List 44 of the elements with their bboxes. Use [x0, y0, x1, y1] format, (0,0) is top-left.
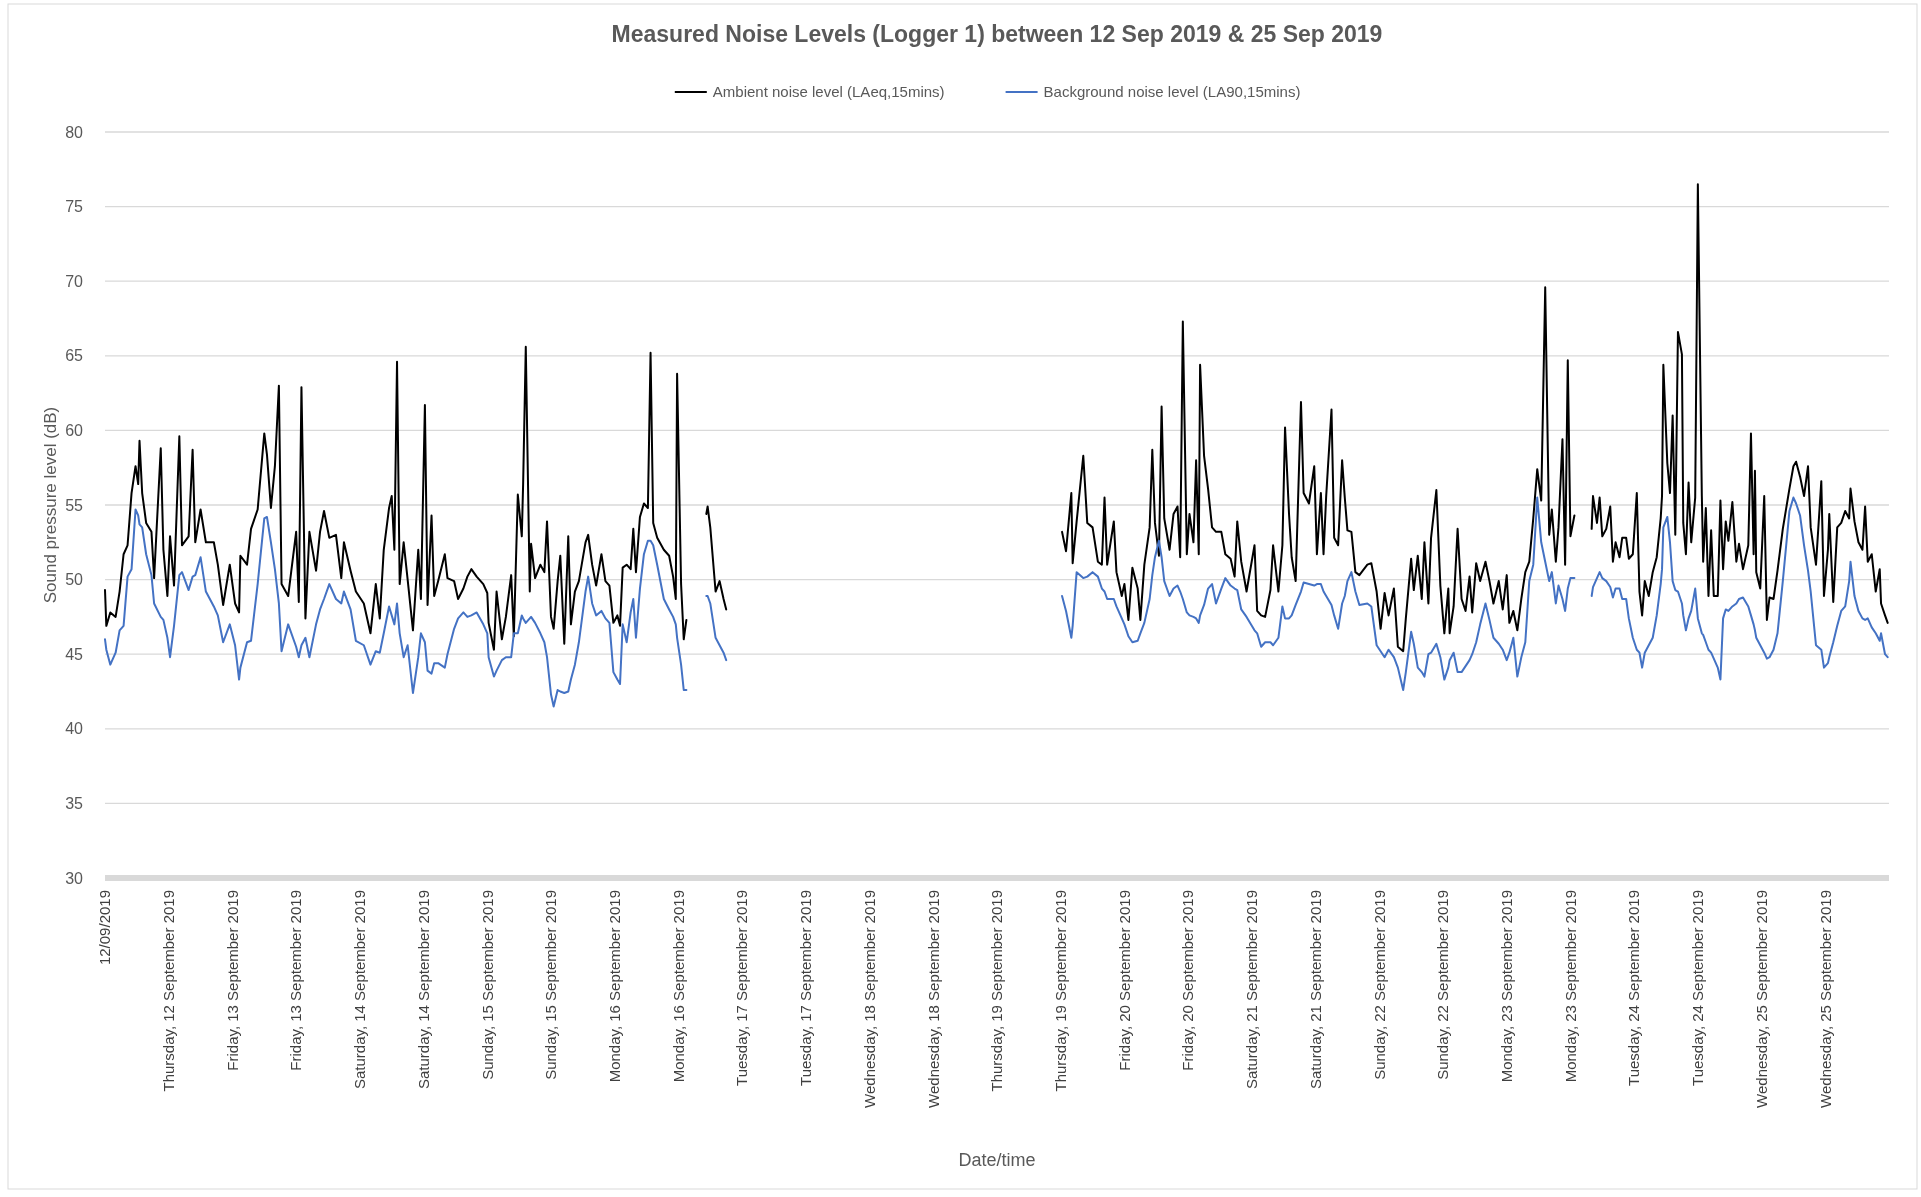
x-tick-label: 12/09/2019: [96, 890, 114, 966]
x-tick-label: Friday, 13 September 2019: [223, 890, 241, 1071]
x-tick-label: Monday, 16 September 2019: [669, 890, 687, 1083]
x-tick-label: Thursday, 19 September 2019: [1051, 890, 1069, 1092]
x-tick-label: Friday, 20 September 2019: [1179, 890, 1197, 1071]
y-tick-label: 70: [65, 272, 84, 290]
x-tick-label: Monday, 23 September 2019: [1497, 890, 1515, 1083]
y-tick-label: 30: [65, 869, 84, 887]
x-tick-label: Tuesday, 17 September 2019: [797, 890, 815, 1086]
x-tick-label: Monday, 23 September 2019: [1561, 890, 1579, 1083]
x-tick-label: Wednesday, 18 September 2019: [924, 890, 942, 1108]
x-tick-label: Saturday, 21 September 2019: [1243, 890, 1261, 1090]
x-tick-label: Tuesday, 17 September 2019: [733, 890, 751, 1086]
x-tick-label: Tuesday, 24 September 2019: [1625, 890, 1643, 1086]
x-tick-label: Wednesday, 18 September 2019: [860, 890, 878, 1108]
y-tick-label: 50: [65, 571, 84, 589]
x-tick-label: Tuesday, 24 September 2019: [1689, 890, 1707, 1086]
y-tick-label: 60: [65, 422, 84, 439]
x-tick-label: Wednesday, 25 September 2019: [1816, 890, 1834, 1108]
x-tick-label: Thursday, 12 September 2019: [159, 890, 177, 1092]
y-tick-label: 45: [65, 645, 84, 663]
legend-label: Ambient noise level (LAeq,15mins): [712, 83, 945, 101]
x-tick-label: Saturday, 21 September 2019: [1306, 890, 1324, 1090]
x-tick-label: Saturday, 14 September 2019: [351, 890, 369, 1090]
y-tick-label: 80: [65, 123, 84, 141]
y-axis-title: Sound pressure level (dB): [40, 406, 60, 604]
x-tick-label: Friday, 20 September 2019: [1115, 890, 1133, 1071]
y-tick-label: 65: [65, 347, 84, 365]
x-tick-label: Sunday, 15 September 2019: [478, 890, 496, 1080]
x-tick-label: Friday, 13 September 2019: [287, 890, 305, 1071]
x-tick-label: Thursday, 19 September 2019: [988, 890, 1006, 1092]
y-tick-label: 35: [65, 795, 84, 812]
x-tick-label: Monday, 16 September 2019: [605, 890, 623, 1083]
x-tick-label: Wednesday, 25 September 2019: [1752, 890, 1770, 1108]
y-tick-label: 40: [65, 720, 84, 738]
y-tick-label: 55: [65, 496, 84, 514]
x-tick-label: Saturday, 14 September 2019: [414, 890, 432, 1090]
x-axis-title: Date/time: [958, 1150, 1036, 1170]
x-tick-label: Sunday, 22 September 2019: [1370, 890, 1388, 1080]
legend-label: Background noise level (LA90,15mins): [1043, 83, 1301, 101]
y-tick-label: 75: [65, 198, 84, 216]
x-tick-label: Sunday, 15 September 2019: [542, 890, 560, 1080]
x-tick-label: Sunday, 22 September 2019: [1434, 890, 1452, 1080]
chart-title: Measured Noise Levels (Logger 1) between 12 Sep 2019 & 25 Sep 2019: [611, 21, 1383, 47]
